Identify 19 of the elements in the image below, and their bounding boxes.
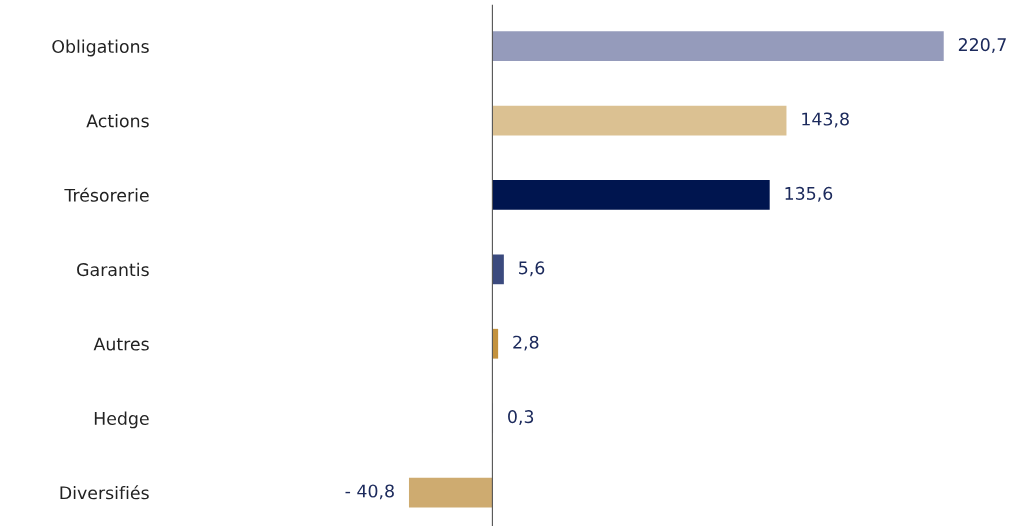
- data-label: 2,8: [513, 335, 539, 351]
- data-label: 5,6: [519, 261, 545, 277]
- y-tick-label: Trésorerie: [64, 187, 149, 202]
- data-label: - 40,8: [345, 484, 394, 500]
- data-label: 220,7: [958, 38, 1006, 53]
- bar: [408, 477, 493, 508]
- data-label: 143,8: [802, 112, 849, 128]
- data-label: 135,6: [785, 186, 833, 202]
- y-tick-label: Garantis: [77, 262, 149, 277]
- bar: [492, 180, 770, 210]
- data-label: 0,3: [508, 410, 534, 425]
- bar: [492, 105, 787, 136]
- bar: [492, 254, 504, 285]
- y-tick-label: Diversifiés: [60, 485, 149, 500]
- y-tick-label: Hedge: [94, 411, 149, 429]
- y-tick-label: Autres: [93, 337, 149, 351]
- y-tick-label: Obligations: [52, 39, 149, 57]
- bar: [492, 31, 944, 62]
- y-tick-label: Actions: [86, 113, 149, 128]
